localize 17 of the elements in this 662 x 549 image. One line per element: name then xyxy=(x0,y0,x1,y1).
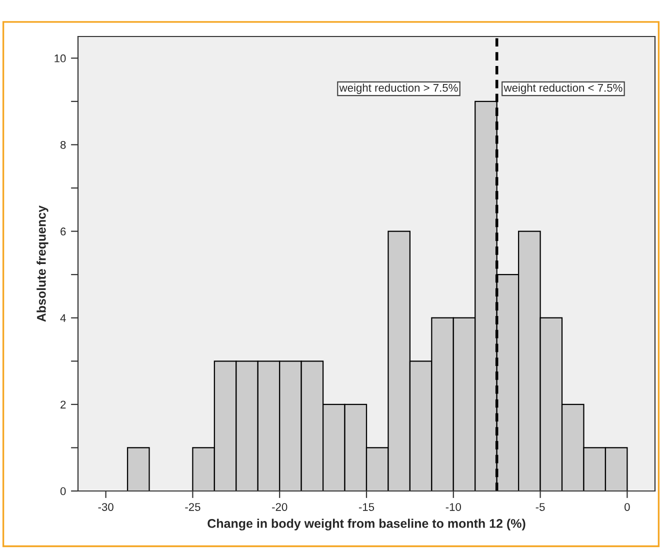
x-tick-label: -15 xyxy=(358,503,374,511)
x-tick-label: -5 xyxy=(536,503,545,511)
y-tick-label: 2 xyxy=(60,400,66,408)
annotation: weight reduction > 7.5% xyxy=(339,84,458,94)
x-axis-title: Change in body weight from baseline to month 12 (%) xyxy=(208,518,526,530)
x-tick-label: -25 xyxy=(185,503,200,511)
y-tick-label: 10 xyxy=(54,54,66,62)
x-tick-label: -10 xyxy=(446,503,461,511)
y-axis-title: Absolute frequency xyxy=(36,205,48,322)
annotation: weight reduction < 7.5% xyxy=(504,84,622,94)
y-tick-label: 4 xyxy=(60,314,66,322)
y-tick-label: 8 xyxy=(60,140,66,149)
y-tick-label: 0 xyxy=(60,487,66,496)
x-tick-label: -20 xyxy=(272,503,288,511)
x-tick-label: -30 xyxy=(98,503,114,511)
x-tick-label: 0 xyxy=(624,503,630,511)
y-tick-label: 6 xyxy=(60,228,66,236)
